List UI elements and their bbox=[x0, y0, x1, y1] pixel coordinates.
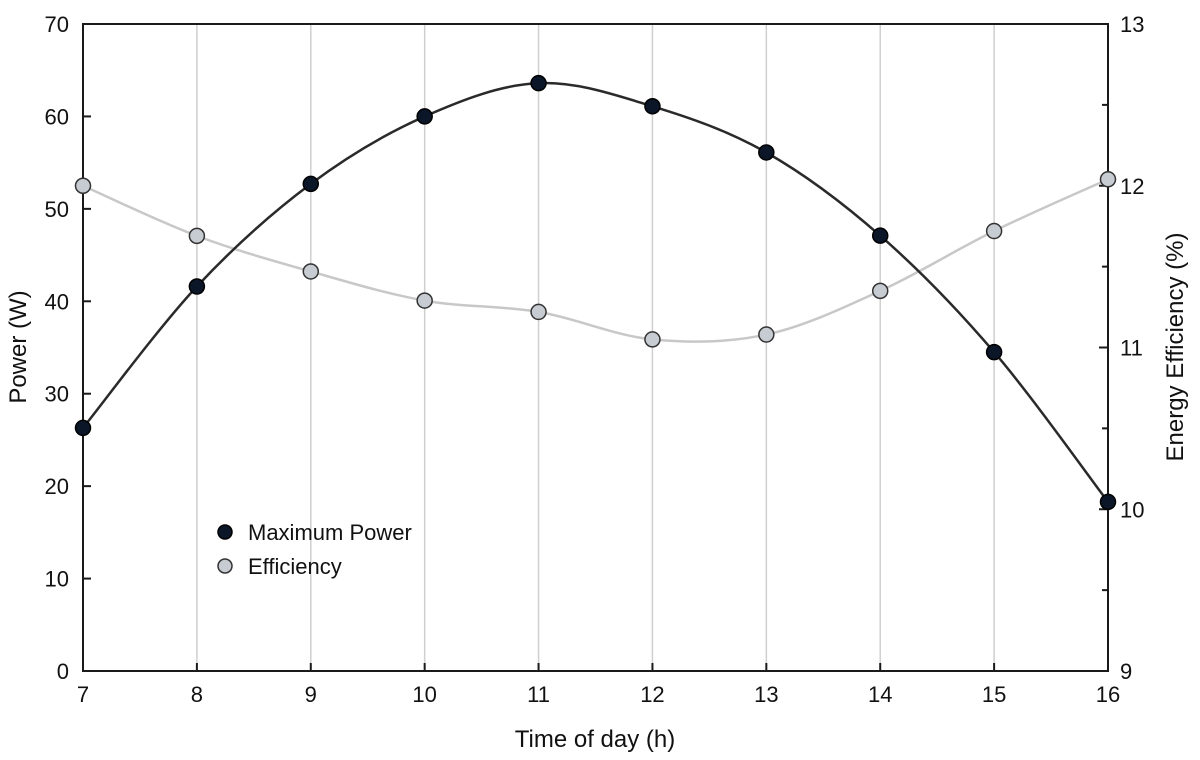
y-axis-title: Power (W) bbox=[5, 290, 32, 403]
y-tick-label-70: 70 bbox=[45, 12, 69, 37]
legend-marker-efficiency bbox=[217, 558, 233, 574]
y2-axis-title: Energy Efficiency (%) bbox=[1162, 233, 1189, 462]
point-layer bbox=[74, 74, 1117, 511]
y2-tick-label-12: 12 bbox=[1120, 174, 1144, 199]
y-tick-label-10: 10 bbox=[45, 567, 69, 592]
point-maximum-power-8 bbox=[188, 278, 206, 295]
point-maximum-power-14 bbox=[871, 227, 889, 244]
y2-tick-label-11: 11 bbox=[1120, 336, 1143, 361]
series-line-maximum-power bbox=[82, 81, 1109, 503]
y2-tick-label-9: 9 bbox=[1120, 659, 1132, 684]
legend: Maximum Power Efficiency bbox=[217, 520, 412, 579]
x-tick-label-15: 15 bbox=[982, 682, 1006, 707]
point-maximum-power-16 bbox=[1099, 493, 1117, 511]
y2-tick-label-10: 10 bbox=[1120, 497, 1144, 522]
point-efficiency-11 bbox=[530, 303, 547, 321]
plot-frame bbox=[82, 23, 1109, 672]
x-tick-label-8: 8 bbox=[191, 682, 203, 707]
y-tick-label-30: 30 bbox=[45, 382, 69, 407]
x-tick-label-9: 9 bbox=[305, 682, 317, 707]
point-efficiency-15 bbox=[985, 222, 1003, 240]
point-maximum-power-10 bbox=[416, 108, 433, 125]
y2-tick-label-13: 13 bbox=[1120, 12, 1144, 37]
y-tick-label-20: 20 bbox=[45, 474, 69, 499]
point-efficiency-10 bbox=[416, 292, 433, 309]
legend-label-maximum-power: Maximum Power bbox=[248, 520, 412, 545]
point-maximum-power-11 bbox=[530, 74, 547, 92]
x-tick-label-13: 13 bbox=[754, 682, 778, 707]
point-efficiency-16 bbox=[1099, 171, 1117, 188]
x-tick-label-11: 11 bbox=[527, 682, 550, 707]
x-tick-label-12: 12 bbox=[640, 682, 664, 707]
y-tick-label-50: 50 bbox=[45, 197, 69, 222]
point-efficiency-7 bbox=[74, 177, 92, 194]
y-tick-label-60: 60 bbox=[45, 104, 69, 129]
x-tick-label-10: 10 bbox=[412, 682, 436, 707]
point-maximum-power-9 bbox=[302, 175, 320, 193]
point-efficiency-14 bbox=[871, 282, 889, 300]
point-efficiency-13 bbox=[758, 326, 775, 343]
point-maximum-power-15 bbox=[985, 343, 1003, 361]
legend-label-efficiency: Efficiency bbox=[248, 554, 342, 579]
y-tick-label-0: 0 bbox=[57, 659, 69, 684]
series-line-efficiency bbox=[82, 178, 1109, 343]
x-axis-title: Time of day (h) bbox=[515, 726, 676, 753]
point-maximum-power-12 bbox=[644, 98, 661, 115]
point-maximum-power-7 bbox=[74, 419, 92, 437]
y-tick-label-40: 40 bbox=[45, 289, 69, 314]
point-efficiency-9 bbox=[302, 263, 320, 280]
line-layer bbox=[82, 81, 1109, 503]
x-tick-label-7: 7 bbox=[77, 682, 89, 707]
point-efficiency-8 bbox=[188, 227, 206, 245]
point-maximum-power-13 bbox=[758, 144, 775, 161]
x-tick-label-14: 14 bbox=[868, 682, 892, 707]
tick-layer: 7 8 9 10 11 12 13 14 15 16 0 10 20 30 40 50 60 70 9 10 11 12 1… bbox=[45, 12, 1145, 707]
x-tick-label-16: 16 bbox=[1096, 682, 1120, 707]
legend-marker-maximum-power bbox=[217, 524, 233, 540]
point-efficiency-12 bbox=[644, 331, 661, 348]
